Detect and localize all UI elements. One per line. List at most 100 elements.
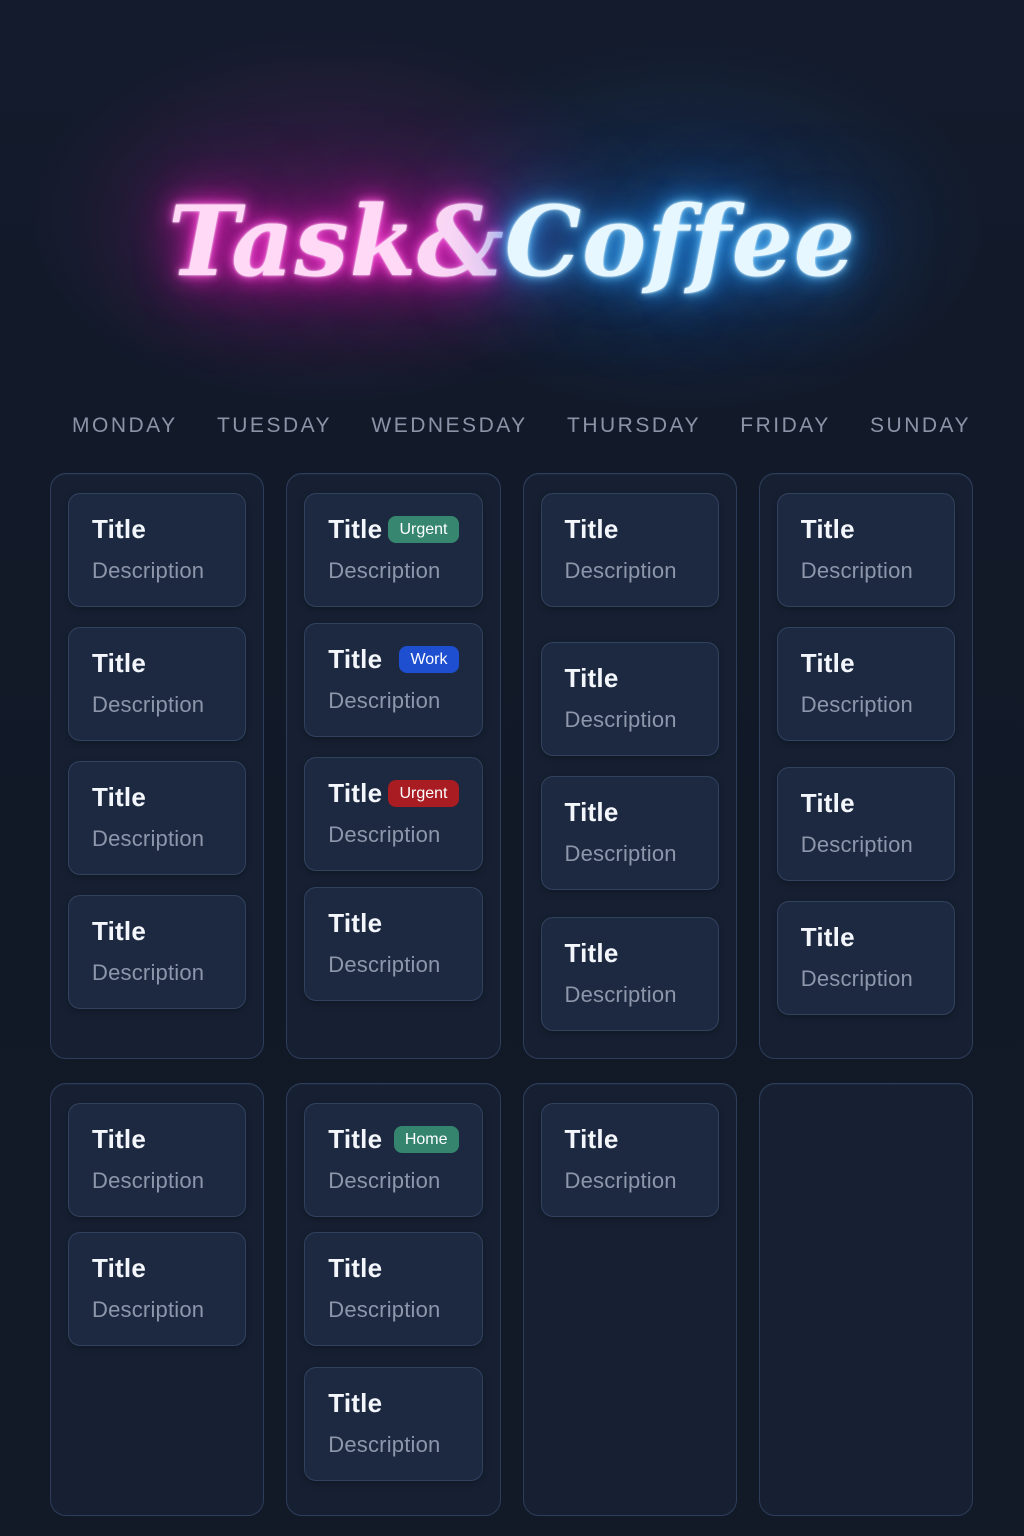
card-header: Title Home (328, 1124, 459, 1155)
card-title: Title (800, 514, 855, 544)
task-card[interactable]: Title Urgent Description (304, 757, 483, 871)
task-card[interactable]: Title Description (776, 901, 955, 1015)
task-card[interactable]: Title Description (304, 887, 483, 1001)
task-card[interactable]: Title Home Description (304, 1103, 483, 1217)
card-badge: Home (393, 1125, 459, 1154)
task-card[interactable]: Title Urgent Description (304, 493, 483, 607)
card-title: Title (92, 1124, 146, 1154)
card-description: Description (92, 960, 205, 985)
top-column-2: Title Urgent Description Title Work Descripti… (286, 473, 501, 1059)
card-description: Description (328, 1168, 441, 1193)
top-column-4: Title Description Title Description Title Des… (758, 473, 973, 1059)
task-card[interactable]: Title Description (776, 767, 955, 881)
card-description: Description (92, 826, 205, 851)
card-description: Description (92, 1168, 205, 1193)
card-header: Title (801, 648, 931, 679)
card-title: Title (328, 1253, 383, 1283)
task-card[interactable]: Title Work Description (304, 623, 483, 737)
card-header: Title Urgent (328, 514, 459, 545)
task-card[interactable]: Title Description (304, 1367, 483, 1481)
board-top-row: Title Description Title Description Title Des… (50, 473, 973, 1059)
card-description: Description (328, 1297, 441, 1322)
card-header: Title (565, 797, 695, 828)
day-label-monday: MONDAY (72, 414, 178, 437)
neon-sign-title: Task&Coffee (0, 172, 1024, 311)
card-header: Title (92, 1124, 222, 1155)
card-header: Title (328, 908, 458, 939)
card-header: Title (328, 1388, 458, 1419)
card-description: Description (92, 1297, 205, 1322)
top-column-3: Title Description Title Description Title Des… (522, 473, 737, 1059)
day-label-wednesday: WEDNESDAY (371, 414, 528, 437)
day-label-friday: FRIDAY (740, 414, 831, 437)
card-title: Title (564, 797, 619, 827)
board-bottom-row: Title Description Title Description Title Hom… (50, 1083, 973, 1516)
card-title: Title (328, 1388, 383, 1418)
day-label-tuesday: TUESDAY (216, 414, 333, 437)
task-card[interactable]: Title Description (776, 493, 955, 607)
task-card[interactable]: Title Description (68, 761, 247, 875)
day-label-thursday: THURSDAY (567, 414, 701, 437)
task-card[interactable]: Title Description (68, 895, 247, 1009)
card-title: Title (800, 648, 855, 678)
task-card[interactable]: Title Description (540, 776, 719, 890)
card-title: Title (328, 1124, 383, 1154)
card-title: Title (92, 648, 146, 678)
task-card[interactable]: Title Description (776, 627, 955, 741)
card-header: Title (328, 1253, 458, 1284)
top-column-1: Title Description Title Description Title Des… (50, 473, 265, 1059)
bottom-column-2: Title Home Description Title Description Titl… (286, 1083, 501, 1516)
card-description: Description (800, 832, 913, 857)
task-card[interactable]: Title Description (540, 642, 719, 756)
card-header: Title (565, 663, 695, 694)
card-title: Title (800, 788, 855, 818)
task-card[interactable]: Title Description (540, 493, 719, 607)
task-card[interactable]: Title Description (68, 1103, 247, 1217)
task-card[interactable]: Title Description (68, 1232, 247, 1346)
card-title: Title (92, 514, 146, 544)
task-card[interactable]: Title Description (540, 917, 719, 1031)
day-header-row: MONDAY TUESDAY WEDNESDAY THURSDAY FRIDAY SUND… (72, 414, 971, 438)
task-card[interactable]: Title Description (68, 627, 247, 741)
card-header: Title (92, 648, 222, 679)
card-description: Description (800, 966, 913, 991)
card-description: Description (564, 841, 677, 866)
card-header: Title (92, 782, 222, 813)
card-header: Title (565, 1124, 695, 1155)
card-title: Title (328, 908, 383, 938)
card-description: Description (800, 692, 913, 717)
card-description: Description (564, 707, 677, 732)
card-title: Title (92, 916, 146, 946)
card-header: Title (801, 514, 931, 545)
card-description: Description (564, 982, 677, 1007)
task-card[interactable]: Title Description (68, 493, 247, 607)
card-description: Description (328, 952, 441, 977)
card-header: Title (801, 788, 931, 819)
neon-title-task: Task& (168, 185, 505, 299)
task-card[interactable]: Title Description (540, 1103, 719, 1217)
bottom-column-4 (758, 1083, 973, 1516)
neon-title-coffee: Coffee (504, 185, 856, 299)
day-label-sunday: SUNDAY (870, 414, 971, 437)
card-header: Title Work (328, 644, 459, 675)
bottom-column-3: Title Description (522, 1083, 737, 1516)
card-title: Title (564, 938, 619, 968)
card-header: Title Urgent (328, 778, 459, 809)
card-title: Title (564, 1124, 619, 1154)
task-card[interactable]: Title Description (304, 1232, 483, 1346)
card-title: Title (92, 782, 146, 812)
card-title: Title (328, 514, 383, 544)
card-description: Description (92, 558, 205, 583)
card-description: Description (800, 558, 913, 583)
card-header: Title (801, 922, 931, 953)
card-header: Title (92, 916, 222, 947)
card-header: Title (92, 514, 222, 545)
card-header: Title (565, 938, 695, 969)
card-title: Title (564, 514, 619, 544)
card-badge: Work (399, 645, 459, 674)
card-description: Description (92, 692, 205, 717)
bottom-column-1: Title Description Title Description (50, 1083, 265, 1516)
card-title: Title (564, 663, 619, 693)
card-description: Description (328, 688, 441, 713)
